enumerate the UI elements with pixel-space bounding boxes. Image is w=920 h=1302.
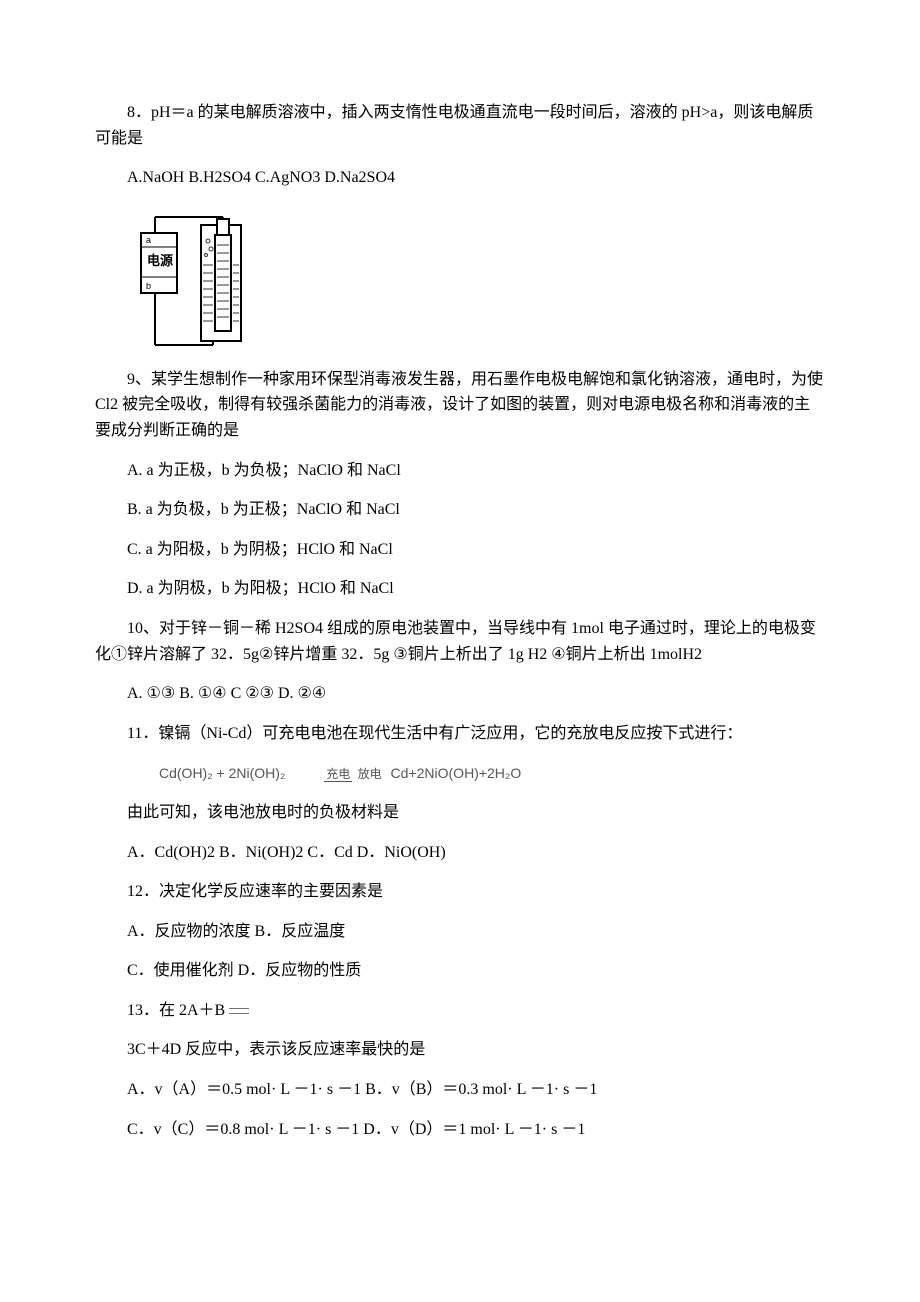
svg-text:b: b xyxy=(146,281,151,291)
q9-option-b: B. a 为负极，b 为正极；NaClO 和 NaCl xyxy=(95,497,825,523)
q8-stem: 8．pH＝a 的某电解质溶液中，插入两支惰性电极通直流电一段时间后，溶液的 pH… xyxy=(95,100,825,151)
q13-line2: 3C＋4D 反应中，表示该反应速率最快的是 xyxy=(95,1037,825,1063)
q13-stem: 13．在 2A＋B xyxy=(95,998,825,1024)
q13-stem-prefix: 13．在 2A＋B xyxy=(127,1002,229,1019)
eq-arrow-top: 充电 xyxy=(324,767,352,782)
q9-option-d: D. a 为阴极，b 为阳极；HClO 和 NaCl xyxy=(95,576,825,602)
eq-left: Cd(OH)₂ + 2Ni(OH)₂ xyxy=(159,765,285,781)
page-container: 8．pH＝a 的某电解质溶液中，插入两支惰性电极通直流电一段时间后，溶液的 pH… xyxy=(0,0,920,1216)
q9-stem: 9、某学生想制作一种家用环保型消毒液发生器，用石墨作电极电解饱和氯化钠溶液，通电… xyxy=(95,367,825,444)
q11-equation: Cd(OH)₂ + 2Ni(OH)₂ 充电 放电 Cd+2NiO(OH)+2H₂… xyxy=(95,760,825,786)
q11-line2: 由此可知，该电池放电时的负极材料是 xyxy=(95,800,825,826)
q12-options-1: A．反应物的浓度 B．反应温度 xyxy=(95,919,825,945)
q8-options: A.NaOH B.H2SO4 C.AgNO3 D.Na2SO4 xyxy=(95,165,825,191)
svg-text:电源: 电源 xyxy=(147,253,173,268)
electrolysis-diagram: a 电源 b xyxy=(135,205,245,355)
q10-options: A. ①③ B. ①④ C ②③ D. ②④ xyxy=(95,681,825,707)
svg-text:a: a xyxy=(146,235,151,245)
q12-options-2: C．使用催化剂 D．反应物的性质 xyxy=(95,958,825,984)
q9-option-a: A. a 为正极，b 为负极；NaClO 和 NaCl xyxy=(95,458,825,484)
q12-stem: 12．决定化学反应速率的主要因素是 xyxy=(95,879,825,905)
eq-arrow-labels: 充电 放电 xyxy=(292,768,383,781)
q13-options-1: A．v（A）＝0.5 mol· L －1· s －1 B．v（B）＝0.3 mo… xyxy=(95,1077,825,1103)
q11-options: A．Cd(OH)2 B．Ni(OH)2 C．Cd D．NiO(OH) xyxy=(95,840,825,866)
q10-stem: 10、对于锌－铜－稀 H2SO4 组成的原电池装置中，当导线中有 1mol 电子… xyxy=(95,616,825,667)
q13-options-2: C．v（C）＝0.8 mol· L －1· s －1 D．v（D）＝1 mol·… xyxy=(95,1117,825,1143)
equation-image: Cd(OH)₂ + 2Ni(OH)₂ 充电 放电 Cd+2NiO(OH)+2H₂… xyxy=(127,762,521,784)
eq-right: Cd+2NiO(OH)+2H₂O xyxy=(391,765,522,781)
q11-stem: 11．镍镉（Ni-Cd）可充电电池在现代生活中有广泛应用，它的充放电反应按下式进… xyxy=(95,721,825,747)
q9-option-c: C. a 为阳极，b 为阴极；HClO 和 NaCl xyxy=(95,537,825,563)
equilibrium-icon xyxy=(229,1007,249,1015)
eq-arrow-bottom: 放电 xyxy=(356,767,384,781)
